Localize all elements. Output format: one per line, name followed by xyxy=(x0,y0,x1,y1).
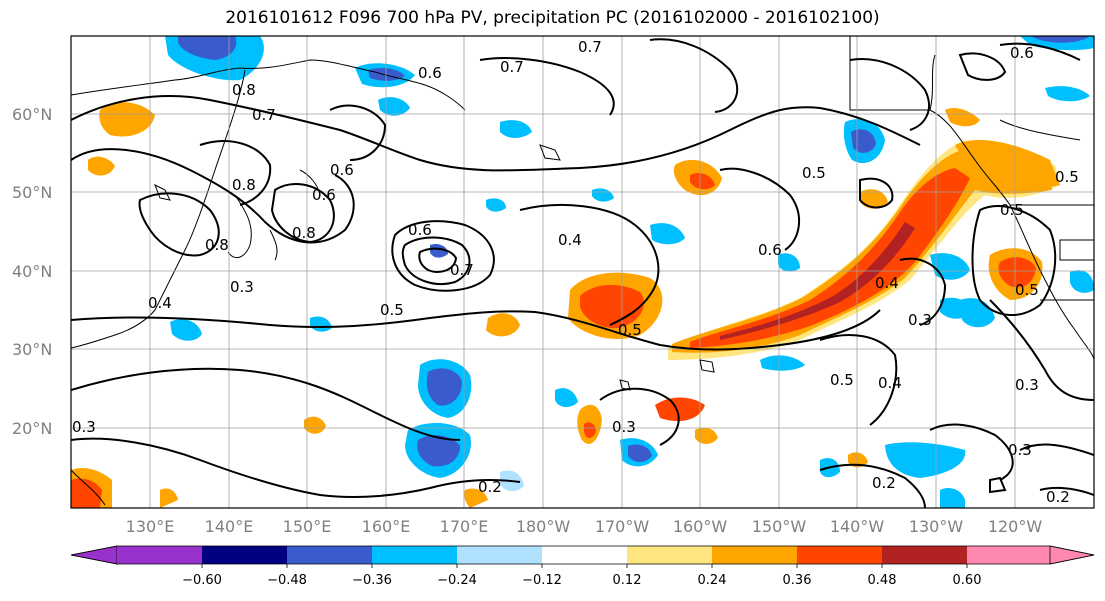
contour-label: 0.5 xyxy=(1015,281,1039,299)
lat-label: 30°N xyxy=(12,340,52,359)
contour-label: 0.2 xyxy=(872,474,896,492)
contour-label: 0.3 xyxy=(1015,376,1039,394)
contour-label: 0.4 xyxy=(878,374,902,392)
colorbar-tick-label: 0.24 xyxy=(698,573,727,588)
colorbar-arrow-right xyxy=(1049,545,1095,565)
colorbar-tick-label: 0.48 xyxy=(868,573,897,588)
lon-label: 130°E xyxy=(126,517,175,536)
contour-label: 0.4 xyxy=(558,231,582,249)
precip-blob-central xyxy=(71,102,1060,508)
lat-label: 50°N xyxy=(12,183,52,202)
gridlines xyxy=(71,36,1094,508)
contour-label: 0.5 xyxy=(1055,168,1079,186)
contour-label: 0.3 xyxy=(72,418,96,436)
lon-label: 170°E xyxy=(440,517,489,536)
colorbar: −0.60 −0.48 −0.36 −0.24 −0.12 0.12 0.24 … xyxy=(70,545,1095,588)
colorbar-segment xyxy=(202,546,287,564)
contour-label: 0.8 xyxy=(292,224,316,242)
colorbar-segment xyxy=(542,546,627,564)
contour-label: 0.5 xyxy=(1000,201,1024,219)
contour-label: 0.2 xyxy=(478,478,502,496)
colorbar-tick-label: −0.12 xyxy=(522,573,562,588)
lon-label: 120°W xyxy=(988,517,1043,536)
contour-label: 0.6 xyxy=(758,241,782,259)
coastlines xyxy=(71,36,1094,506)
lat-axis: 60°N 50°N 40°N 30°N 20°N xyxy=(12,105,52,438)
colorbar-segment xyxy=(117,546,202,564)
map-border xyxy=(70,35,1095,509)
lat-label: 40°N xyxy=(12,262,52,281)
lon-axis: 130°E 140°E 150°E 160°E 170°E 180°W 170°… xyxy=(126,517,1043,536)
contour-label: 0.8 xyxy=(205,236,229,254)
colorbar-segment xyxy=(882,546,967,564)
precip-band-ar xyxy=(668,140,1060,360)
contour-label: 0.7 xyxy=(450,261,474,279)
islands xyxy=(154,144,715,391)
lon-label: 160°E xyxy=(362,517,411,536)
contour-label: 0.7 xyxy=(252,106,276,124)
colorbar-segment xyxy=(712,546,797,564)
lon-label: 150°W xyxy=(752,517,807,536)
contour-label: 0.6 xyxy=(1010,44,1034,62)
colorbar-segment xyxy=(457,546,542,564)
contour-labels: 0.6 0.7 0.8 0.7 0.6 0.8 0.6 0.7 0.6 0.5 … xyxy=(72,38,1079,506)
colorbar-tick-label: 0.12 xyxy=(613,573,642,588)
colorbar-segment xyxy=(627,546,712,564)
contour-label: 0.3 xyxy=(908,311,932,329)
colorbar-tick-label: 0.60 xyxy=(953,573,982,588)
contour-label: 0.3 xyxy=(1008,441,1032,459)
contour-label: 0.3 xyxy=(230,278,254,296)
colorbar-tick-label: −0.24 xyxy=(437,573,477,588)
contour-label: 0.5 xyxy=(380,301,404,319)
colorbar-arrow-left xyxy=(70,545,118,565)
contour-label: 0.5 xyxy=(830,371,854,389)
contour-label: 0.8 xyxy=(232,81,256,99)
contour-label: 0.5 xyxy=(802,164,826,182)
colorbar-segment xyxy=(372,546,457,564)
colorbar-tick-label: −0.36 xyxy=(352,573,392,588)
colorbar-segment xyxy=(797,546,882,564)
contour-label: 0.5 xyxy=(618,321,642,339)
contour-label: 0.4 xyxy=(148,294,172,312)
contour-label: 0.7 xyxy=(500,58,524,76)
contour-label: 0.6 xyxy=(330,161,354,179)
colorbar-outline xyxy=(70,545,1095,565)
lon-label: 160°W xyxy=(673,517,728,536)
contour-label: 0.6 xyxy=(408,221,432,239)
contour-label: 0.4 xyxy=(875,274,899,292)
colorbar-tick-label: −0.48 xyxy=(267,573,307,588)
lat-label: 60°N xyxy=(12,105,52,124)
contour-label: 0.6 xyxy=(418,64,442,82)
pv-contours xyxy=(71,38,1094,508)
colorbar-segment xyxy=(287,546,372,564)
contour-label: 0.3 xyxy=(612,418,636,436)
lon-label: 140°W xyxy=(830,517,885,536)
colorbar-tick-label: 0.36 xyxy=(783,573,812,588)
lon-label: 140°E xyxy=(205,517,254,536)
precip-blob-negative xyxy=(165,36,1094,508)
lon-label: 150°E xyxy=(283,517,332,536)
chart-title: 2016101612 F096 700 hPa PV, precipitatio… xyxy=(225,8,880,28)
lon-label: 130°W xyxy=(909,517,964,536)
contour-label: 0.7 xyxy=(578,38,602,56)
contour-label: 0.6 xyxy=(312,186,336,204)
lat-label: 20°N xyxy=(12,419,52,438)
lon-label: 170°W xyxy=(595,517,650,536)
colorbar-tick-label: −0.60 xyxy=(182,573,222,588)
colorbar-segment xyxy=(967,546,1050,564)
lon-label: 180°W xyxy=(516,517,571,536)
contour-label: 0.8 xyxy=(232,176,256,194)
contour-label: 0.2 xyxy=(1046,488,1070,506)
